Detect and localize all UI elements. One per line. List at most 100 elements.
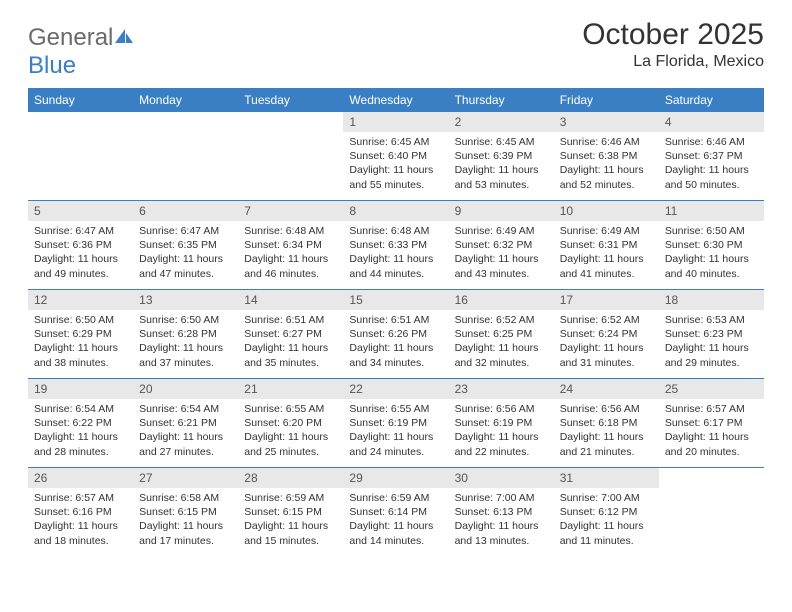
day-number: 29	[343, 468, 448, 488]
day-details: Sunrise: 6:51 AMSunset: 6:26 PMDaylight:…	[343, 310, 448, 374]
day-details: Sunrise: 6:53 AMSunset: 6:23 PMDaylight:…	[659, 310, 764, 374]
day-number: 30	[449, 468, 554, 488]
day-header-row: Sunday Monday Tuesday Wednesday Thursday…	[28, 88, 764, 112]
calendar-cell: 19Sunrise: 6:54 AMSunset: 6:22 PMDayligh…	[28, 379, 133, 468]
calendar-cell: 2Sunrise: 6:45 AMSunset: 6:39 PMDaylight…	[449, 112, 554, 201]
day-number: 9	[449, 201, 554, 221]
day-number: 23	[449, 379, 554, 399]
calendar-cell: 17Sunrise: 6:52 AMSunset: 6:24 PMDayligh…	[554, 290, 659, 379]
day-number: 26	[28, 468, 133, 488]
brand-logo: GeneralBlue	[28, 24, 135, 80]
day-number: 6	[133, 201, 238, 221]
calendar-cell: 10Sunrise: 6:49 AMSunset: 6:31 PMDayligh…	[554, 201, 659, 290]
calendar-week-row: 1Sunrise: 6:45 AMSunset: 6:40 PMDaylight…	[28, 112, 764, 201]
day-number: 1	[343, 112, 448, 132]
day-header: Sunday	[28, 88, 133, 112]
day-number: 27	[133, 468, 238, 488]
calendar-cell: 26Sunrise: 6:57 AMSunset: 6:16 PMDayligh…	[28, 468, 133, 557]
calendar-cell: 31Sunrise: 7:00 AMSunset: 6:12 PMDayligh…	[554, 468, 659, 557]
day-number: 11	[659, 201, 764, 221]
day-details: Sunrise: 6:58 AMSunset: 6:15 PMDaylight:…	[133, 488, 238, 552]
day-details: Sunrise: 6:52 AMSunset: 6:24 PMDaylight:…	[554, 310, 659, 374]
day-details: Sunrise: 6:55 AMSunset: 6:20 PMDaylight:…	[238, 399, 343, 463]
calendar-cell: 30Sunrise: 7:00 AMSunset: 6:13 PMDayligh…	[449, 468, 554, 557]
day-number: 10	[554, 201, 659, 221]
calendar-cell: 13Sunrise: 6:50 AMSunset: 6:28 PMDayligh…	[133, 290, 238, 379]
day-details: Sunrise: 6:49 AMSunset: 6:32 PMDaylight:…	[449, 221, 554, 285]
day-details: Sunrise: 6:45 AMSunset: 6:39 PMDaylight:…	[449, 132, 554, 196]
calendar-week-row: 19Sunrise: 6:54 AMSunset: 6:22 PMDayligh…	[28, 379, 764, 468]
calendar-cell: 7Sunrise: 6:48 AMSunset: 6:34 PMDaylight…	[238, 201, 343, 290]
day-details: Sunrise: 6:56 AMSunset: 6:18 PMDaylight:…	[554, 399, 659, 463]
calendar-cell: 20Sunrise: 6:54 AMSunset: 6:21 PMDayligh…	[133, 379, 238, 468]
location-text: La Florida, Mexico	[582, 53, 764, 71]
calendar-cell: 25Sunrise: 6:57 AMSunset: 6:17 PMDayligh…	[659, 379, 764, 468]
calendar-cell: 1Sunrise: 6:45 AMSunset: 6:40 PMDaylight…	[343, 112, 448, 201]
day-details: Sunrise: 7:00 AMSunset: 6:12 PMDaylight:…	[554, 488, 659, 552]
day-number: 7	[238, 201, 343, 221]
day-details: Sunrise: 6:51 AMSunset: 6:27 PMDaylight:…	[238, 310, 343, 374]
day-details: Sunrise: 6:48 AMSunset: 6:34 PMDaylight:…	[238, 221, 343, 285]
calendar-cell: 23Sunrise: 6:56 AMSunset: 6:19 PMDayligh…	[449, 379, 554, 468]
calendar-cell: 21Sunrise: 6:55 AMSunset: 6:20 PMDayligh…	[238, 379, 343, 468]
calendar-cell: 27Sunrise: 6:58 AMSunset: 6:15 PMDayligh…	[133, 468, 238, 557]
day-details: Sunrise: 7:00 AMSunset: 6:13 PMDaylight:…	[449, 488, 554, 552]
calendar-cell: 14Sunrise: 6:51 AMSunset: 6:27 PMDayligh…	[238, 290, 343, 379]
calendar-week-row: 26Sunrise: 6:57 AMSunset: 6:16 PMDayligh…	[28, 468, 764, 557]
title-block: October 2025 La Florida, Mexico	[582, 18, 764, 71]
day-number: 22	[343, 379, 448, 399]
day-number: 5	[28, 201, 133, 221]
day-details: Sunrise: 6:47 AMSunset: 6:36 PMDaylight:…	[28, 221, 133, 285]
day-details: Sunrise: 6:48 AMSunset: 6:33 PMDaylight:…	[343, 221, 448, 285]
day-details: Sunrise: 6:52 AMSunset: 6:25 PMDaylight:…	[449, 310, 554, 374]
calendar-cell: 18Sunrise: 6:53 AMSunset: 6:23 PMDayligh…	[659, 290, 764, 379]
day-details: Sunrise: 6:46 AMSunset: 6:38 PMDaylight:…	[554, 132, 659, 196]
day-details: Sunrise: 6:50 AMSunset: 6:30 PMDaylight:…	[659, 221, 764, 285]
calendar-cell: 24Sunrise: 6:56 AMSunset: 6:18 PMDayligh…	[554, 379, 659, 468]
day-number: 16	[449, 290, 554, 310]
day-number: 25	[659, 379, 764, 399]
calendar-cell	[133, 112, 238, 201]
day-number: 13	[133, 290, 238, 310]
calendar-cell	[238, 112, 343, 201]
header: GeneralBlue October 2025 La Florida, Mex…	[28, 18, 764, 80]
day-details: Sunrise: 6:46 AMSunset: 6:37 PMDaylight:…	[659, 132, 764, 196]
day-number: 19	[28, 379, 133, 399]
day-details: Sunrise: 6:55 AMSunset: 6:19 PMDaylight:…	[343, 399, 448, 463]
calendar-cell: 5Sunrise: 6:47 AMSunset: 6:36 PMDaylight…	[28, 201, 133, 290]
day-number: 4	[659, 112, 764, 132]
day-details: Sunrise: 6:49 AMSunset: 6:31 PMDaylight:…	[554, 221, 659, 285]
calendar-cell: 4Sunrise: 6:46 AMSunset: 6:37 PMDaylight…	[659, 112, 764, 201]
day-details: Sunrise: 6:59 AMSunset: 6:15 PMDaylight:…	[238, 488, 343, 552]
day-details: Sunrise: 6:50 AMSunset: 6:28 PMDaylight:…	[133, 310, 238, 374]
calendar-cell: 3Sunrise: 6:46 AMSunset: 6:38 PMDaylight…	[554, 112, 659, 201]
calendar-cell	[28, 112, 133, 201]
calendar-cell: 6Sunrise: 6:47 AMSunset: 6:35 PMDaylight…	[133, 201, 238, 290]
day-number: 12	[28, 290, 133, 310]
brand-part1: General	[28, 24, 113, 51]
brand-text: GeneralBlue	[28, 24, 135, 80]
calendar-cell: 11Sunrise: 6:50 AMSunset: 6:30 PMDayligh…	[659, 201, 764, 290]
day-details: Sunrise: 6:57 AMSunset: 6:16 PMDaylight:…	[28, 488, 133, 552]
day-details: Sunrise: 6:54 AMSunset: 6:22 PMDaylight:…	[28, 399, 133, 463]
month-title: October 2025	[582, 18, 764, 51]
brand-part2: Blue	[28, 52, 76, 79]
day-number: 28	[238, 468, 343, 488]
day-number: 17	[554, 290, 659, 310]
day-header: Tuesday	[238, 88, 343, 112]
day-details: Sunrise: 6:50 AMSunset: 6:29 PMDaylight:…	[28, 310, 133, 374]
day-details: Sunrise: 6:56 AMSunset: 6:19 PMDaylight:…	[449, 399, 554, 463]
day-number: 2	[449, 112, 554, 132]
day-number: 24	[554, 379, 659, 399]
day-details: Sunrise: 6:47 AMSunset: 6:35 PMDaylight:…	[133, 221, 238, 285]
calendar-cell: 9Sunrise: 6:49 AMSunset: 6:32 PMDaylight…	[449, 201, 554, 290]
calendar-cell: 16Sunrise: 6:52 AMSunset: 6:25 PMDayligh…	[449, 290, 554, 379]
day-number: 20	[133, 379, 238, 399]
day-number: 18	[659, 290, 764, 310]
calendar-cell: 15Sunrise: 6:51 AMSunset: 6:26 PMDayligh…	[343, 290, 448, 379]
calendar-cell	[659, 468, 764, 557]
day-number: 14	[238, 290, 343, 310]
day-header: Monday	[133, 88, 238, 112]
calendar-week-row: 5Sunrise: 6:47 AMSunset: 6:36 PMDaylight…	[28, 201, 764, 290]
day-number: 21	[238, 379, 343, 399]
